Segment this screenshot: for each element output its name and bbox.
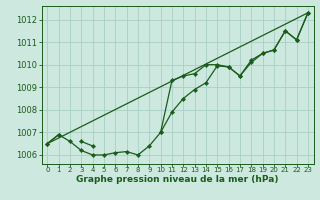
- X-axis label: Graphe pression niveau de la mer (hPa): Graphe pression niveau de la mer (hPa): [76, 175, 279, 184]
